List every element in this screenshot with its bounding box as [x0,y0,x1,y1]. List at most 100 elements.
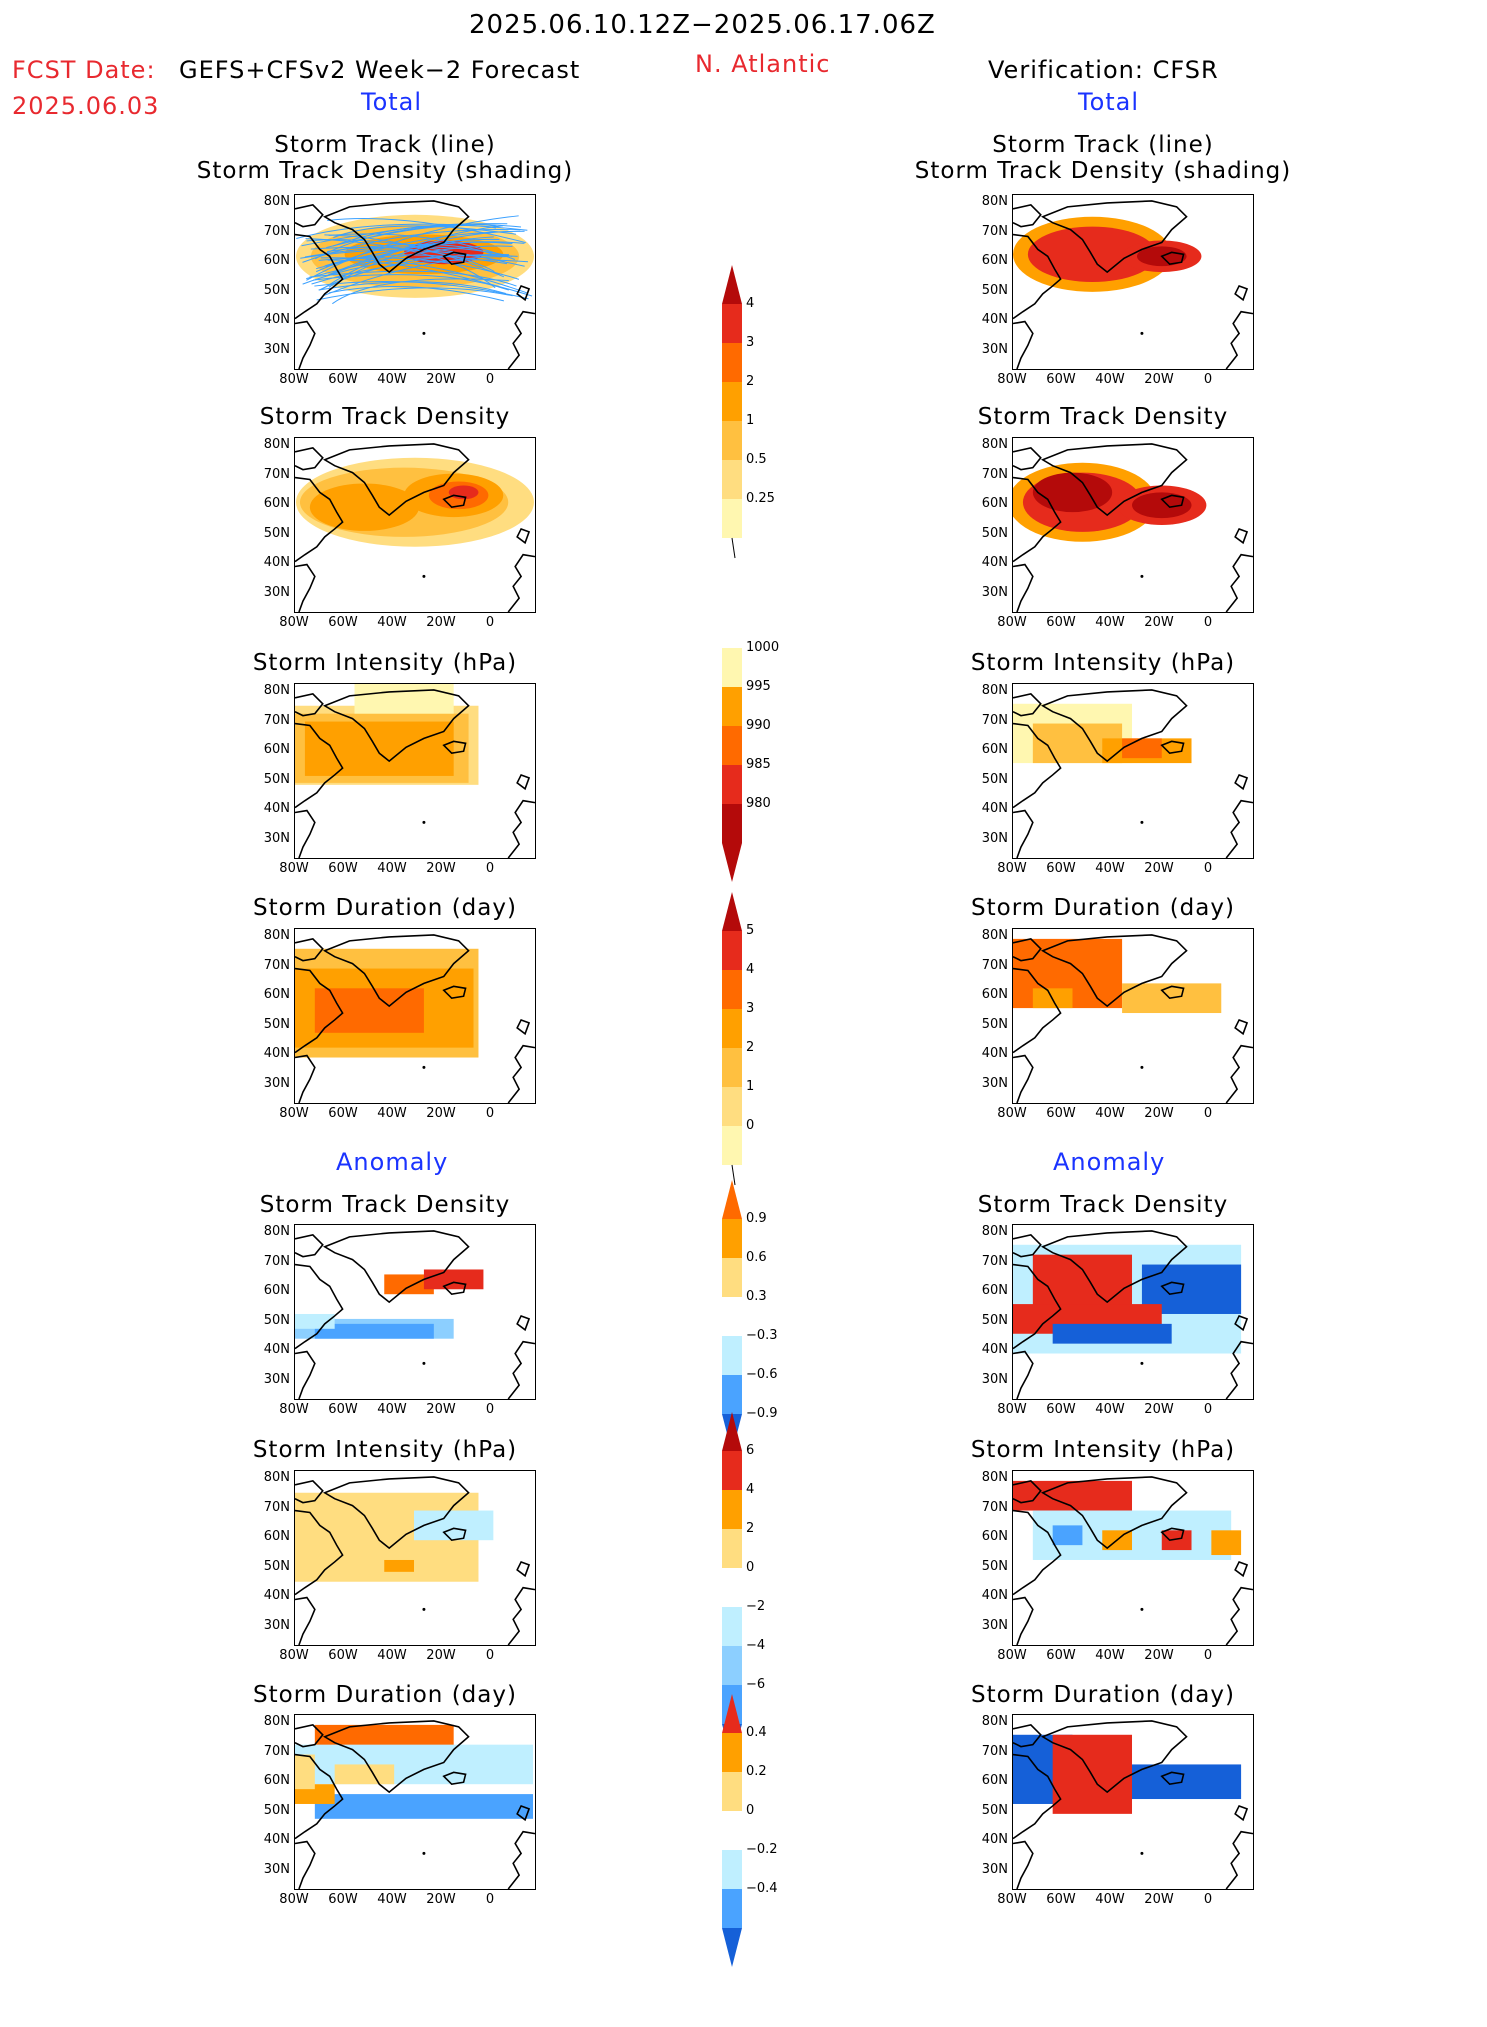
colorbar-label: −0.3 [746,1328,778,1343]
coastline [508,555,535,612]
lon-tick-label: 80W [992,372,1032,387]
colorbar-label: −2 [746,1599,765,1614]
lon-tick-label: 0 [1188,1106,1228,1121]
lon-tick-label: 20W [421,1402,461,1417]
lat-tick-label: 60N [968,253,1008,268]
shade [310,483,419,530]
cell [1162,1530,1192,1550]
map-svg [295,438,535,612]
colorbar-label: 0.3 [746,1289,767,1304]
colorbar-label: 4 [746,1482,754,1497]
lat-tick-label: 80N [968,1470,1008,1485]
fcst-date-label: FCST Date: [12,56,156,84]
map-panel-r6 [1012,1714,1254,1890]
panel-title-l2: Storm Track Density [175,404,595,431]
coastline [295,322,315,369]
colorbar-segment [722,1490,742,1529]
coastline [1013,1056,1033,1103]
lat-tick-label: 70N [250,1744,290,1759]
coastline [1235,286,1247,300]
colorbar-tail [732,538,735,558]
map-svg [295,195,535,369]
map-svg [1013,438,1253,612]
map-panel-l5 [294,1470,536,1646]
lat-tick-label: 70N [968,467,1008,482]
colorbar-label: 3 [746,1001,754,1016]
colorbar-label: 0.25 [746,491,775,506]
colorbar-arrow-up [722,892,742,931]
colorbar-arrow-down [722,843,742,882]
colorbar-segment [722,1336,742,1375]
coastline [1226,1588,1253,1645]
lat-tick-label: 30N [250,831,290,846]
lat-tick-label: 50N [968,526,1008,541]
lat-tick-label: 50N [250,1313,290,1328]
total-label-right: Total [1078,88,1139,116]
colorbar-label: 2 [746,374,754,389]
coastline [1235,1806,1247,1820]
map-svg [1013,1225,1253,1399]
lat-tick-label: 30N [968,1618,1008,1633]
lat-tick-label: 70N [968,958,1008,973]
colorbar-label: 0.4 [746,1725,767,1740]
lon-tick-label: 80W [274,1106,314,1121]
lon-tick-label: 80W [992,615,1032,630]
coastline [295,565,315,612]
coastline [295,1056,315,1103]
lon-tick-label: 40W [1090,861,1130,876]
colorbar-arrow-up [722,1694,742,1733]
map-panel-r2 [1012,683,1254,859]
cell [305,722,454,776]
colorbar-segment [722,1607,742,1646]
colorbar-segment [722,499,742,538]
cell [355,684,454,714]
map-svg [1013,684,1253,858]
cell [315,1794,533,1819]
map-panel-r1 [1012,437,1254,613]
lat-tick-label: 70N [968,1500,1008,1515]
cell [424,1269,484,1289]
lon-tick-label: 0 [470,615,510,630]
panel-title-r1a: Storm Track (line) [893,132,1313,159]
colorbar-arrow-up [722,1412,742,1451]
colorbar-segment [722,1529,742,1568]
lat-tick-label: 80N [968,437,1008,452]
island [1140,1852,1143,1855]
lat-tick-label: 60N [250,1529,290,1544]
coastline [1226,555,1253,612]
lon-tick-label: 60W [1041,372,1081,387]
colorbar-segment [722,804,742,843]
lat-tick-label: 30N [250,1862,290,1877]
coastline [295,448,323,470]
colorbar-segment [722,1258,742,1297]
colorbar-segment [722,1126,742,1165]
lat-tick-label: 80N [968,194,1008,209]
coastline [508,1342,535,1399]
colorbar-segment [722,1889,742,1928]
map-svg [1013,1471,1253,1645]
lat-tick-label: 50N [968,772,1008,787]
lon-tick-label: 0 [1188,615,1228,630]
lon-tick-label: 60W [1041,1106,1081,1121]
lat-tick-label: 50N [968,1803,1008,1818]
lat-tick-label: 50N [968,1017,1008,1032]
lat-tick-label: 40N [250,1342,290,1357]
lon-tick-label: 80W [274,372,314,387]
map-panel-l4 [294,1224,536,1400]
lat-tick-label: 70N [968,1254,1008,1269]
colorbar-segment [722,382,742,421]
coastline [1235,1020,1247,1034]
colorbar-label: 0.6 [746,1250,767,1265]
lon-tick-label: 20W [1139,861,1179,876]
lon-tick-label: 40W [372,372,412,387]
lat-tick-label: 30N [250,342,290,357]
coastline [517,1316,529,1330]
lat-tick-label: 40N [968,1588,1008,1603]
island [422,332,425,335]
lat-tick-label: 80N [968,683,1008,698]
lat-tick-label: 30N [968,1862,1008,1877]
coastline [1235,775,1247,789]
lon-tick-label: 40W [1090,1106,1130,1121]
colorbar-label: 0 [746,1118,754,1133]
lon-tick-label: 40W [1090,1892,1130,1907]
